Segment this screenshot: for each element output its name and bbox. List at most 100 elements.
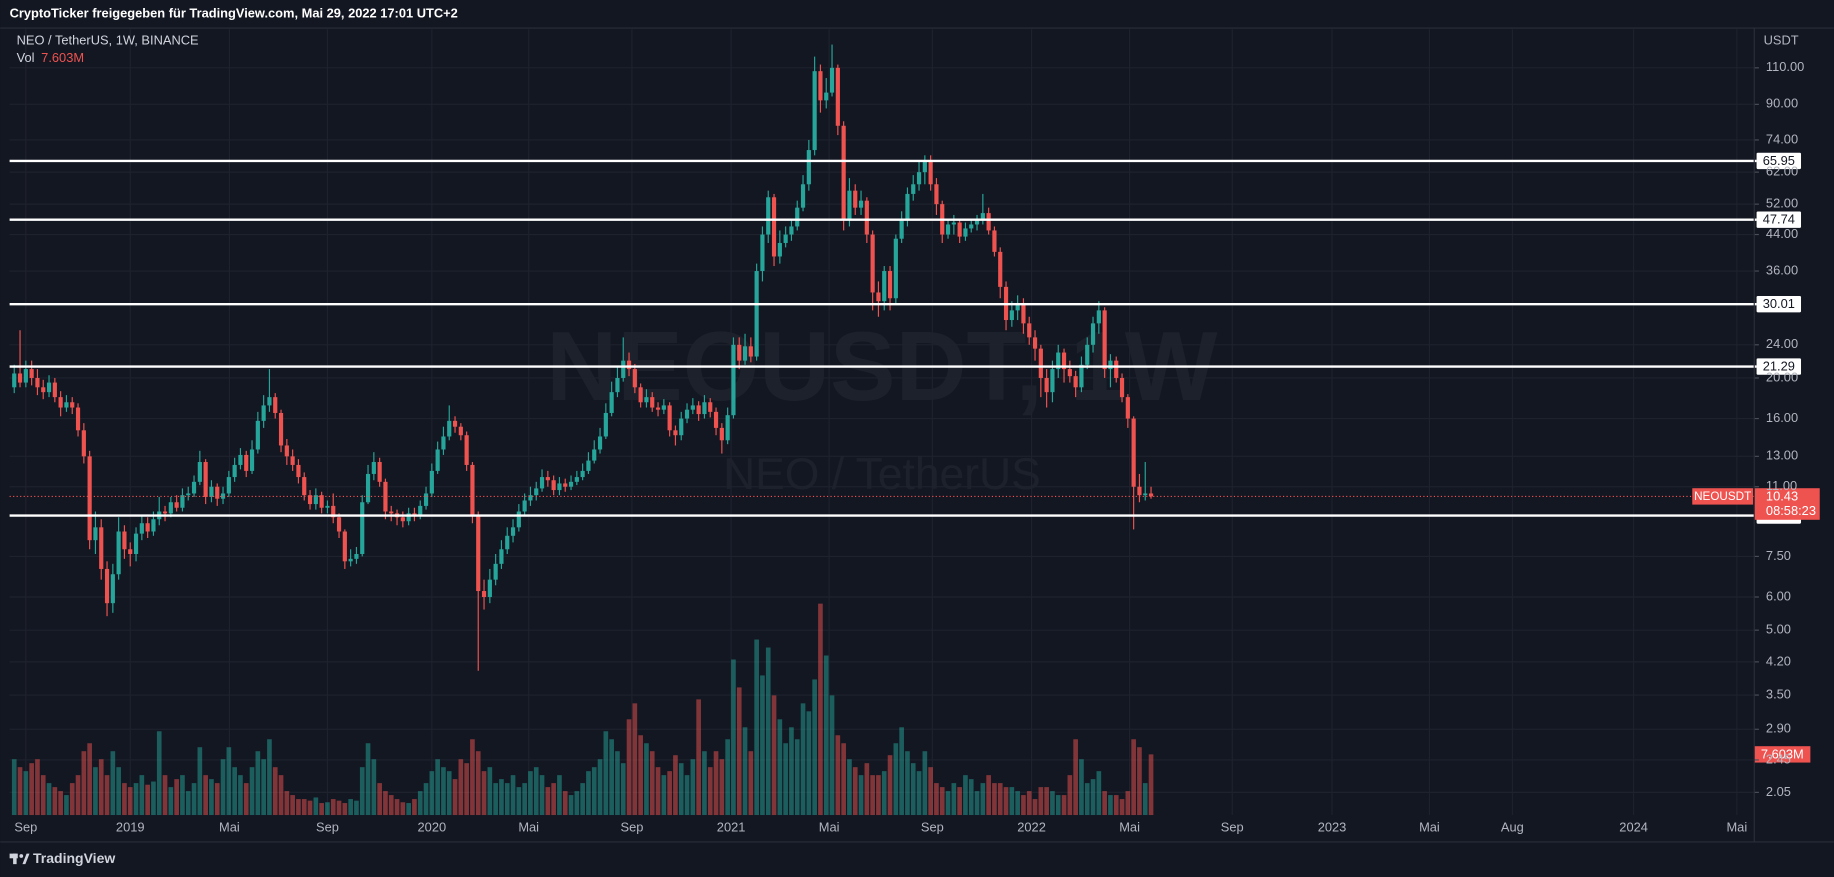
candle-body: [122, 531, 127, 550]
volume-bar: [226, 747, 232, 816]
y-tick-label: 44.00: [1766, 226, 1798, 241]
candle-body: [870, 234, 875, 293]
candle-body: [1061, 352, 1067, 370]
volume-bar: [394, 799, 400, 816]
volume-bar: [325, 802, 330, 816]
volume-bar: [516, 787, 522, 816]
candle-body: [702, 402, 707, 415]
volume-bar: [371, 759, 377, 816]
candle-body: [632, 369, 637, 388]
volume-bar: [52, 787, 58, 816]
volume-bar: [997, 783, 1003, 816]
candle-body: [603, 412, 608, 437]
candle-body: [128, 549, 133, 554]
candle-body: [336, 517, 342, 532]
candle-body: [812, 71, 817, 151]
candle-body: [510, 527, 516, 536]
volume-bar: [504, 783, 510, 816]
symbol-tag-box: [1692, 488, 1754, 505]
candle-body: [348, 558, 353, 562]
candle-body: [325, 505, 330, 508]
candle-body: [1119, 377, 1125, 398]
candle-body: [1056, 352, 1061, 370]
volume-bar: [1073, 739, 1078, 816]
volume-bar: [69, 783, 75, 816]
x-tick-label: Aug: [1501, 819, 1524, 834]
volume-bar: [29, 763, 34, 816]
volume-bar: [852, 767, 858, 816]
candle-body: [528, 495, 533, 501]
volume-bar: [864, 763, 870, 816]
candle-body: [690, 405, 695, 410]
candle-body: [151, 519, 156, 532]
volume-bar: [992, 783, 997, 816]
last-price-label: 10.43: [1766, 488, 1798, 503]
y-tick-label: 7.50: [1766, 548, 1791, 563]
candle-body: [719, 427, 724, 441]
volume-bar: [470, 739, 475, 816]
candle-body: [974, 220, 980, 225]
candle-body: [1125, 397, 1130, 419]
candle-body: [139, 523, 144, 534]
candle-body: [23, 369, 28, 383]
x-tick-label: Mai: [219, 819, 240, 834]
candle-body: [209, 486, 214, 497]
candle-body: [655, 407, 661, 410]
candle-body: [557, 483, 562, 491]
volume-bar: [238, 775, 243, 816]
volume-bar: [748, 751, 754, 816]
volume-bar: [301, 799, 307, 816]
candle-body: [365, 473, 371, 503]
candle-body: [1143, 493, 1148, 496]
volume-bar: [197, 747, 203, 816]
x-tick-label: 2020: [418, 819, 447, 834]
volume-bar: [574, 791, 580, 816]
volume-bar: [545, 787, 551, 816]
candle-body: [319, 495, 324, 508]
candle-body: [580, 470, 585, 478]
volume-bar: [922, 751, 928, 816]
volume-bar: [847, 759, 852, 816]
volume-bar: [539, 775, 545, 816]
volume-bar: [626, 719, 632, 816]
y-tick-label: 2.05: [1766, 784, 1791, 799]
volume-bar: [620, 763, 626, 816]
volume-bar: [702, 751, 707, 816]
volume-bar: [893, 743, 899, 816]
watermark-name: NEO / TetherUS: [723, 450, 1041, 499]
candle-body: [795, 207, 800, 227]
candle-body: [371, 462, 376, 474]
volume-bar: [1148, 754, 1154, 816]
candle-body: [81, 430, 86, 457]
volume-bar: [829, 695, 835, 816]
volume-label: 7.603M: [1761, 746, 1804, 761]
candle-body: [87, 456, 92, 541]
x-tick-label: Mai: [819, 819, 840, 834]
candle-body: [568, 481, 574, 487]
volume-bar: [1044, 787, 1049, 816]
candle-body: [499, 549, 504, 564]
candle-body: [174, 502, 179, 508]
candle-body: [893, 238, 898, 299]
candle-body: [916, 172, 922, 185]
candle-body: [534, 488, 539, 496]
volume-bar: [1015, 791, 1020, 816]
volume-bar: [649, 751, 655, 816]
volume-bar: [1102, 791, 1107, 816]
volume-bar: [945, 791, 951, 816]
volume-bar: [272, 767, 278, 816]
volume-bar: [800, 703, 806, 816]
y-tick-label: 24.00: [1766, 336, 1798, 351]
volume-bar: [452, 779, 458, 816]
volume-bar: [435, 759, 440, 816]
volume-bar: [1061, 795, 1067, 816]
candle-body: [64, 402, 69, 408]
candle-body: [244, 454, 249, 471]
candle-body: [800, 184, 806, 208]
volume-bar: [765, 647, 771, 816]
candle-body: [29, 369, 34, 378]
candle-body: [197, 462, 202, 482]
volume-bar: [951, 783, 957, 816]
candle-body: [1085, 344, 1090, 365]
candle-body: [586, 460, 591, 471]
